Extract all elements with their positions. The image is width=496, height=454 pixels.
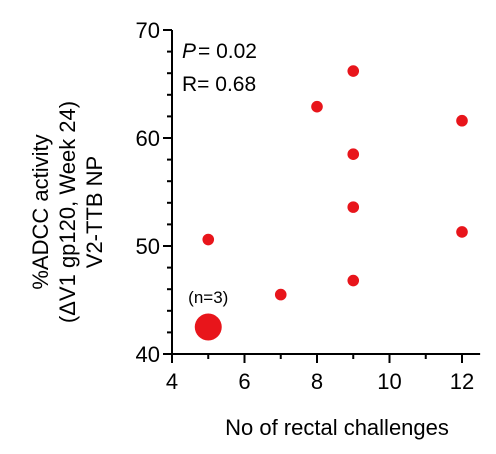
y-axis-title-line-3: V2-TTB NP <box>82 156 107 268</box>
data-point-group <box>194 313 222 341</box>
x-axis: 4 6 8 10 12 <box>166 353 481 394</box>
data-point <box>311 100 323 113</box>
y-tick-label: 40 <box>136 342 160 367</box>
data-point <box>347 201 360 213</box>
x-tick-label: 10 <box>377 369 401 394</box>
data-points <box>194 65 468 341</box>
x-tick-label: 6 <box>238 369 250 394</box>
y-tick-label: 60 <box>136 126 160 151</box>
data-point <box>347 274 360 287</box>
data-point <box>456 114 468 127</box>
x-axis-title: No of rectal challenges <box>225 415 449 440</box>
data-point <box>274 288 287 301</box>
y-tick-label: 50 <box>136 234 160 259</box>
x-tick-label: 8 <box>311 369 323 394</box>
y-axis: 40 50 60 70 <box>136 18 173 367</box>
data-point <box>202 233 215 246</box>
y-axis-title-line-1: %ADCC activity <box>28 134 53 289</box>
r-value-annotation: R= 0.68 <box>182 73 256 96</box>
data-point <box>456 226 468 238</box>
group-size-label: (n=3) <box>188 288 228 307</box>
data-point <box>347 65 360 77</box>
x-tick-label: 4 <box>166 369 178 394</box>
y-axis-title-line-2: (ΔV1 gp120, Week 24) <box>55 101 80 323</box>
data-point <box>347 148 360 160</box>
x-tick-label: 12 <box>450 369 474 394</box>
y-tick-label: 70 <box>136 18 160 43</box>
y-axis-title: %ADCC activity (ΔV1 gp120, Week 24) V2-T… <box>28 101 107 323</box>
p-value-annotation: P= 0.02 <box>182 40 257 63</box>
